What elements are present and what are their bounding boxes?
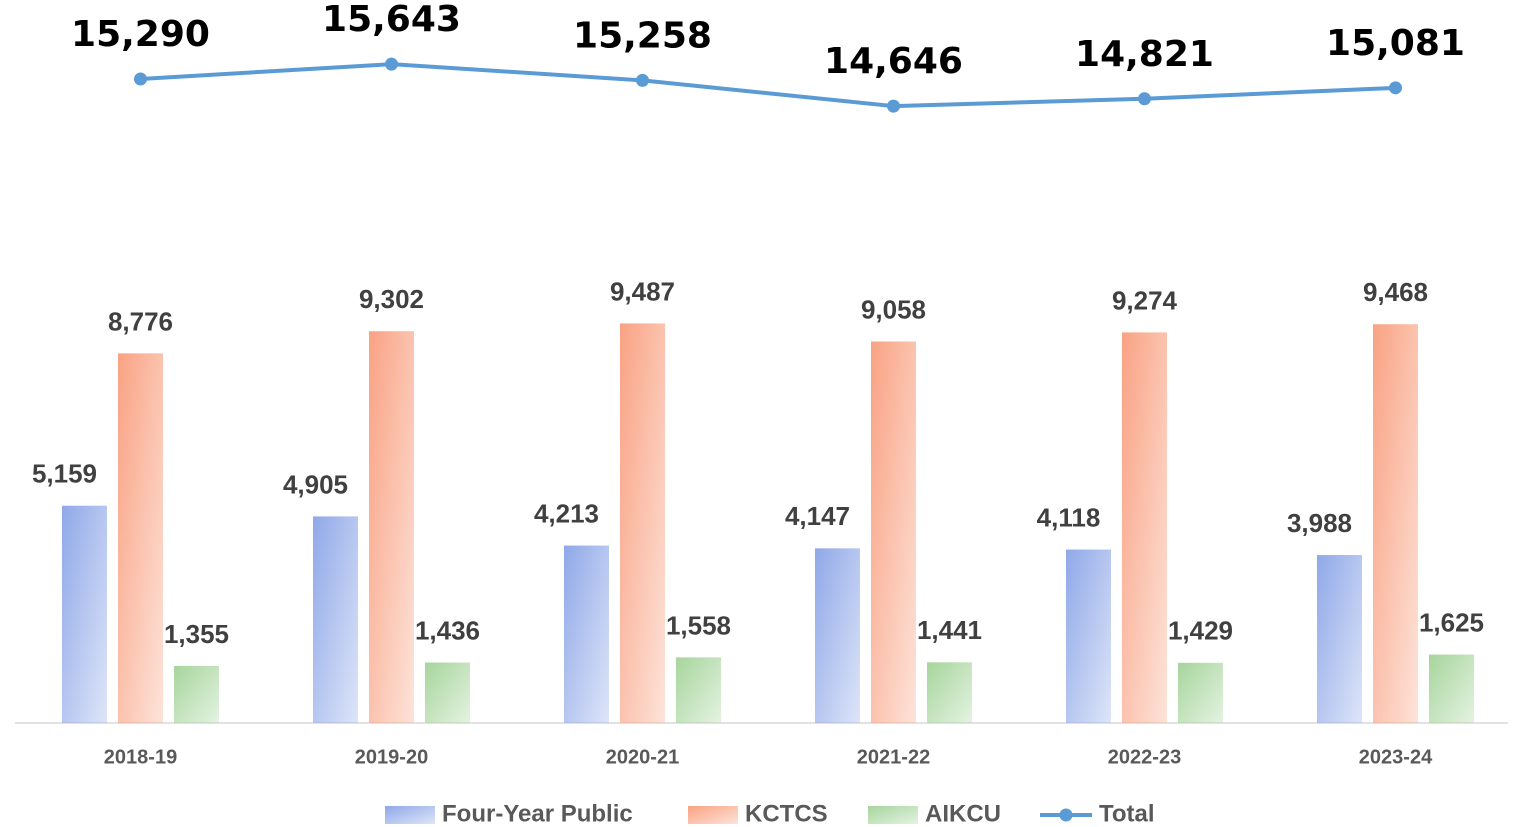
bar xyxy=(425,662,470,723)
data-label: 1,355 xyxy=(164,619,229,649)
bar xyxy=(1178,662,1223,723)
data-label: 1,429 xyxy=(1168,616,1233,646)
data-label: 4,147 xyxy=(785,501,850,531)
x-tick-label: 2023-24 xyxy=(1359,746,1433,768)
data-label: 9,274 xyxy=(1112,285,1178,315)
line-point xyxy=(134,72,147,86)
data-label: 5,159 xyxy=(32,459,97,489)
data-label: 9,058 xyxy=(861,294,926,324)
line xyxy=(140,62,1396,109)
bar xyxy=(1122,332,1167,723)
line-point xyxy=(887,99,900,113)
bar xyxy=(118,353,163,723)
bar xyxy=(369,331,414,723)
total-label: 15,643 xyxy=(322,0,461,40)
bar xyxy=(871,341,916,723)
legend-marker xyxy=(1059,808,1073,822)
data-label: 1,558 xyxy=(666,610,731,640)
total-label: 14,821 xyxy=(1075,34,1214,75)
bar xyxy=(1429,654,1474,723)
legend-label: Total xyxy=(1099,800,1155,827)
legend-label: Four-Year Public xyxy=(442,800,633,827)
x-tick-label: 2018-19 xyxy=(104,746,177,768)
data-label: 4,213 xyxy=(534,498,599,528)
total-label: 15,258 xyxy=(573,15,712,56)
legend-label: AIKCU xyxy=(925,800,1001,827)
data-label: 9,302 xyxy=(359,284,424,314)
data-label: 1,625 xyxy=(1419,607,1484,637)
line-point xyxy=(1138,92,1151,106)
total-label: 14,646 xyxy=(824,41,963,82)
bar xyxy=(564,545,609,723)
legend-swatch xyxy=(868,806,918,824)
line-point xyxy=(636,73,649,87)
legend-swatch xyxy=(688,806,738,824)
x-tick-label: 2020-21 xyxy=(606,746,679,768)
bar xyxy=(313,516,358,723)
data-label: 4,118 xyxy=(1037,502,1101,532)
data-label: 1,441 xyxy=(917,615,982,645)
x-tick-label: 2019-20 xyxy=(355,746,428,768)
bar xyxy=(676,657,721,723)
total-label: 15,081 xyxy=(1326,23,1465,64)
data-label: 8,776 xyxy=(108,306,173,336)
bar xyxy=(62,505,107,723)
line-point xyxy=(385,57,398,71)
data-label: 9,468 xyxy=(1363,277,1428,307)
total-label: 15,290 xyxy=(71,14,210,55)
data-label: 9,487 xyxy=(610,276,675,306)
bar xyxy=(815,548,860,723)
data-label: 1,436 xyxy=(415,615,480,645)
line-point xyxy=(1389,81,1402,95)
bar xyxy=(1373,324,1418,723)
data-label: 4,905 xyxy=(283,469,348,499)
bar xyxy=(1066,549,1111,723)
bar xyxy=(620,323,665,723)
x-tick-label: 2022-23 xyxy=(1108,746,1181,768)
legend-swatch xyxy=(385,806,435,824)
x-tick-label: 2021-22 xyxy=(857,746,930,768)
bar xyxy=(1317,555,1362,723)
data-label: 3,988 xyxy=(1287,508,1352,538)
bar xyxy=(174,665,219,723)
legend-label: KCTCS xyxy=(745,800,828,827)
bar xyxy=(927,662,972,723)
